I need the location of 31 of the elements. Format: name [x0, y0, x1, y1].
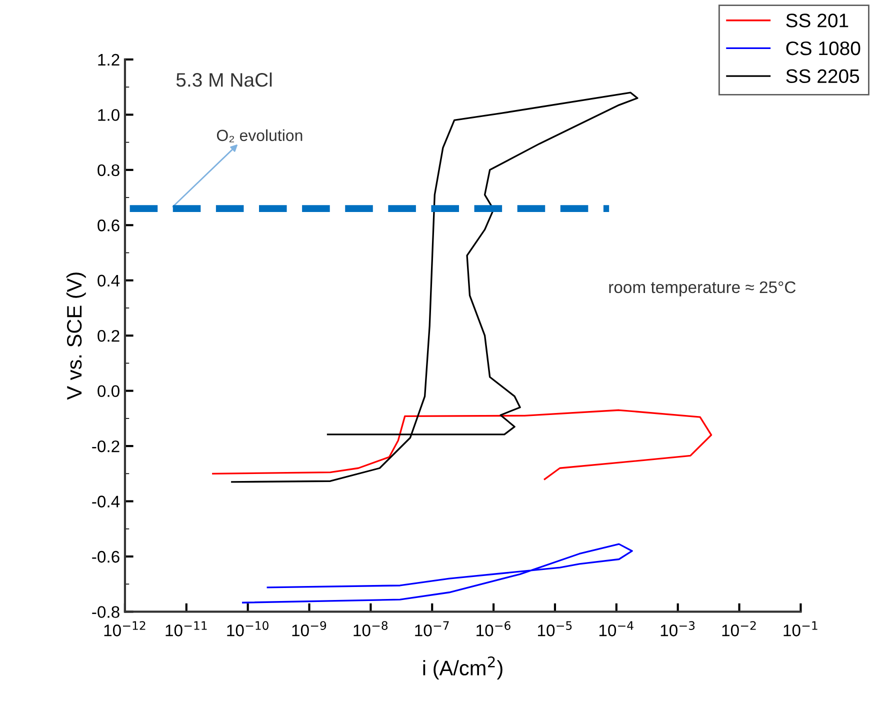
- x-tick-label: 10$^{−12}$: [104, 621, 146, 636]
- x-tick-label: 10$^{−8}$: [354, 621, 388, 636]
- y-tick-label: 0.2: [98, 330, 120, 342]
- y-tick-label: 0.4: [98, 274, 120, 287]
- x-tick-label: 10$^{−1}$: [784, 621, 818, 636]
- x-tick-label: 10$^{−7}$: [415, 621, 449, 636]
- legend-label: SS 201: [786, 14, 848, 28]
- y-tick-label: -0.6: [92, 550, 120, 563]
- y-tick-label: 1.0: [98, 109, 120, 121]
- y-tick-label: 0.8: [98, 164, 120, 176]
- x-tick-label: 10$^{−3}$: [660, 621, 695, 636]
- annotation: room temperature ≈ 25°C: [609, 281, 796, 296]
- y-tick-label: -0.8: [92, 606, 120, 618]
- y-tick-label: 0.6: [98, 220, 120, 232]
- x-tick-label: 10$^{−6}$: [476, 621, 510, 636]
- annotation: 5.3 M NaCl: [176, 72, 272, 87]
- y-tick-label: 0.0: [98, 385, 120, 398]
- x-tick-label: 10$^{−10}$: [227, 621, 268, 636]
- y-tick-label: 1.2: [98, 54, 120, 66]
- y-axis-title: V vs. SCE (V): [66, 272, 86, 400]
- legend-label: SS 2205: [786, 69, 860, 84]
- x-tick-label: 10$^{−2}$: [722, 621, 756, 636]
- annotation: O₂ evolution: [216, 129, 302, 142]
- legend-label: CS 1080: [786, 41, 860, 56]
- x-tick-label: 10$^{−9}$: [292, 621, 326, 636]
- x-tick-label: 10$^{−4}$: [599, 621, 634, 636]
- y-tick-label: -0.2: [92, 440, 120, 452]
- x-axis-title: i (A/cm$^{2}$): [423, 656, 502, 680]
- x-tick-label: 10$^{−11}$: [166, 621, 207, 636]
- y-tick-label: -0.4: [92, 496, 120, 508]
- x-tick-label: 10$^{−5}$: [538, 621, 572, 636]
